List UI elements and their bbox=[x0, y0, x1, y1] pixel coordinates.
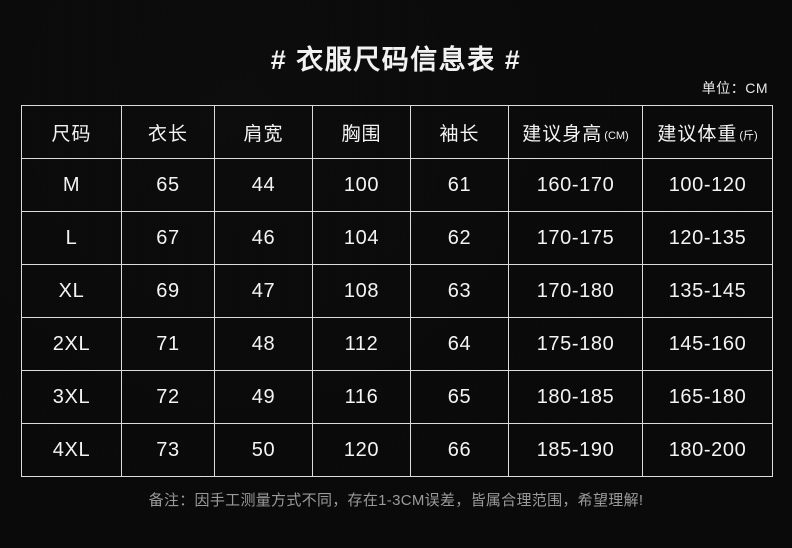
column-header-height-label: 建议身高 bbox=[522, 123, 603, 145]
column-header-sleeve-label: 袖长 bbox=[439, 123, 480, 145]
table-header-row: 尺码 衣长 肩宽 胸围 袖长 建议身高 (CM) 建议体重 (斤) bbox=[21, 105, 773, 159]
page-title: # 衣服尺码信息表 # bbox=[270, 45, 522, 75]
column-header-weight-label: 建议体重 bbox=[657, 123, 738, 145]
column-header-weight-unit: (斤) bbox=[739, 129, 758, 142]
table-row: 3XL 72 49 116 65 180-185 165-180 bbox=[21, 370, 773, 424]
cell-height: 175-180 bbox=[508, 317, 643, 371]
column-header-length: 衣长 bbox=[121, 105, 215, 159]
cell-height: 170-180 bbox=[508, 264, 643, 318]
column-header-length-label: 衣长 bbox=[147, 123, 188, 145]
cell-length: 69 bbox=[121, 264, 215, 318]
table-body: M 65 44 100 61 160-170 100-120 L 67 46 1… bbox=[21, 158, 773, 477]
column-header-chest-label: 胸围 bbox=[341, 123, 382, 145]
cell-sleeve: 62 bbox=[410, 211, 509, 265]
cell-length: 71 bbox=[121, 317, 215, 371]
column-header-shoulder: 肩宽 bbox=[214, 105, 313, 159]
cell-weight: 180-200 bbox=[642, 423, 773, 477]
cell-sleeve: 61 bbox=[410, 158, 509, 212]
cell-sleeve: 66 bbox=[410, 423, 509, 477]
cell-weight: 135-145 bbox=[642, 264, 773, 318]
cell-size: 3XL bbox=[21, 370, 122, 424]
cell-weight: 165-180 bbox=[642, 370, 773, 424]
cell-weight: 145-160 bbox=[642, 317, 773, 371]
cell-chest: 100 bbox=[312, 158, 411, 212]
size-chart-table: 尺码 衣长 肩宽 胸围 袖长 建议身高 (CM) 建议体重 (斤) M 65 44 … bbox=[21, 105, 773, 477]
table-row: 4XL 73 50 120 66 185-190 180-200 bbox=[21, 423, 773, 477]
column-header-chest: 胸围 bbox=[312, 105, 411, 159]
cell-shoulder: 49 bbox=[214, 370, 313, 424]
column-header-height-unit: (CM) bbox=[604, 129, 629, 142]
column-header-weight: 建议体重 (斤) bbox=[642, 105, 773, 159]
column-header-sleeve: 袖长 bbox=[410, 105, 509, 159]
table-row: XL 69 47 108 63 170-180 135-145 bbox=[21, 264, 773, 318]
cell-height: 185-190 bbox=[508, 423, 643, 477]
unit-note: 单位：CM bbox=[701, 80, 768, 96]
table-header: 尺码 衣长 肩宽 胸围 袖长 建议身高 (CM) 建议体重 (斤) bbox=[21, 105, 773, 159]
cell-chest: 108 bbox=[312, 264, 411, 318]
table-row: 2XL 71 48 112 64 175-180 145-160 bbox=[21, 317, 773, 371]
cell-height: 170-175 bbox=[508, 211, 643, 265]
table-row: M 65 44 100 61 160-170 100-120 bbox=[21, 158, 773, 212]
cell-chest: 112 bbox=[312, 317, 411, 371]
cell-length: 72 bbox=[121, 370, 215, 424]
cell-chest: 104 bbox=[312, 211, 411, 265]
cell-size: 2XL bbox=[21, 317, 122, 371]
cell-sleeve: 64 bbox=[410, 317, 509, 371]
cell-weight: 120-135 bbox=[642, 211, 773, 265]
cell-shoulder: 44 bbox=[214, 158, 313, 212]
cell-chest: 120 bbox=[312, 423, 411, 477]
cell-length: 65 bbox=[121, 158, 215, 212]
cell-length: 67 bbox=[121, 211, 215, 265]
column-header-height: 建议身高 (CM) bbox=[508, 105, 643, 159]
cell-size: XL bbox=[21, 264, 122, 318]
cell-height: 160-170 bbox=[508, 158, 643, 212]
cell-size: 4XL bbox=[21, 423, 122, 477]
cell-shoulder: 47 bbox=[214, 264, 313, 318]
cell-shoulder: 46 bbox=[214, 211, 313, 265]
cell-sleeve: 65 bbox=[410, 370, 509, 424]
measurement-remark: 备注：因手工测量方式不同，存在1-3CM误差，皆属合理范围，希望理解! bbox=[148, 492, 644, 509]
cell-length: 73 bbox=[121, 423, 215, 477]
table-row: L 67 46 104 62 170-175 120-135 bbox=[21, 211, 773, 265]
cell-size: L bbox=[21, 211, 122, 265]
cell-shoulder: 48 bbox=[214, 317, 313, 371]
cell-height: 180-185 bbox=[508, 370, 643, 424]
column-header-size-label: 尺码 bbox=[51, 123, 92, 145]
cell-weight: 100-120 bbox=[642, 158, 773, 212]
cell-shoulder: 50 bbox=[214, 423, 313, 477]
column-header-shoulder-label: 肩宽 bbox=[243, 123, 284, 145]
cell-sleeve: 63 bbox=[410, 264, 509, 318]
cell-size: M bbox=[21, 158, 122, 212]
column-header-size: 尺码 bbox=[21, 105, 122, 159]
cell-chest: 116 bbox=[312, 370, 411, 424]
